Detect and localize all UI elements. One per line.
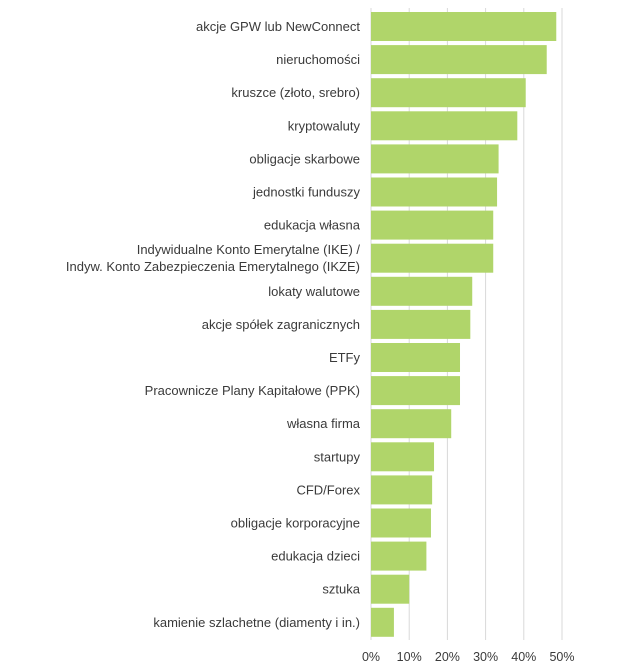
category-label: kryptowaluty [288, 118, 361, 133]
bar [371, 541, 427, 571]
category-label: edukacja dzieci [271, 549, 360, 564]
category-label: obligacje korporacyjne [231, 516, 360, 531]
bar [371, 442, 435, 472]
bar [371, 210, 494, 240]
bar [371, 243, 494, 273]
x-tick-label: 50% [549, 650, 574, 664]
bar [371, 607, 394, 637]
category-label: jednostki funduszy [252, 185, 360, 200]
bar [371, 177, 498, 207]
category-label: sztuka [322, 582, 360, 597]
category-label: obligacje skarbowe [249, 151, 360, 166]
category-label: akcje GPW lub NewConnect [196, 19, 360, 34]
category-label: kruszce (złoto, srebro) [231, 85, 360, 100]
bar [371, 475, 433, 505]
bar [371, 309, 471, 339]
x-tick-label: 0% [362, 650, 380, 664]
category-label: CFD/Forex [296, 482, 360, 497]
category-label: startupy [314, 449, 361, 464]
category-label: nieruchomości [276, 52, 360, 67]
bars [371, 12, 557, 637]
x-axis-tick-labels: 0% 10% 20% 30% 40% 50% [362, 650, 575, 664]
category-label: akcje spółek zagranicznych [202, 317, 360, 332]
x-tick-label: 30% [473, 650, 498, 664]
category-label: ETFy [329, 350, 361, 365]
x-tick-label: 10% [397, 650, 422, 664]
category-label: kamienie szlachetne (diamenty i in.) [153, 615, 360, 630]
bar [371, 343, 461, 372]
category-label: Pracownicze Plany Kapitałowe (PPK) [145, 383, 360, 398]
category-labels: akcje GPW lub NewConnect nieruchomości kru… [66, 19, 361, 630]
bar [371, 508, 431, 538]
bar [371, 574, 410, 604]
bar [371, 276, 473, 306]
bar [371, 12, 557, 41]
bar [371, 409, 452, 439]
category-label: Indyw. Konto Zabezpieczenia Emerytalnego… [66, 259, 360, 274]
bar [371, 111, 518, 141]
category-label: edukacja własna [264, 218, 361, 233]
x-tick-label: 40% [511, 650, 536, 664]
category-label: lokaty walutowe [268, 284, 360, 299]
bar [371, 376, 461, 406]
bar [371, 45, 547, 75]
bar [371, 78, 526, 108]
x-tick-label: 20% [435, 650, 460, 664]
category-label: własna firma [286, 416, 361, 431]
bar [371, 144, 499, 174]
category-label: Indywidualne Konto Emerytalne (IKE) / [137, 242, 361, 257]
